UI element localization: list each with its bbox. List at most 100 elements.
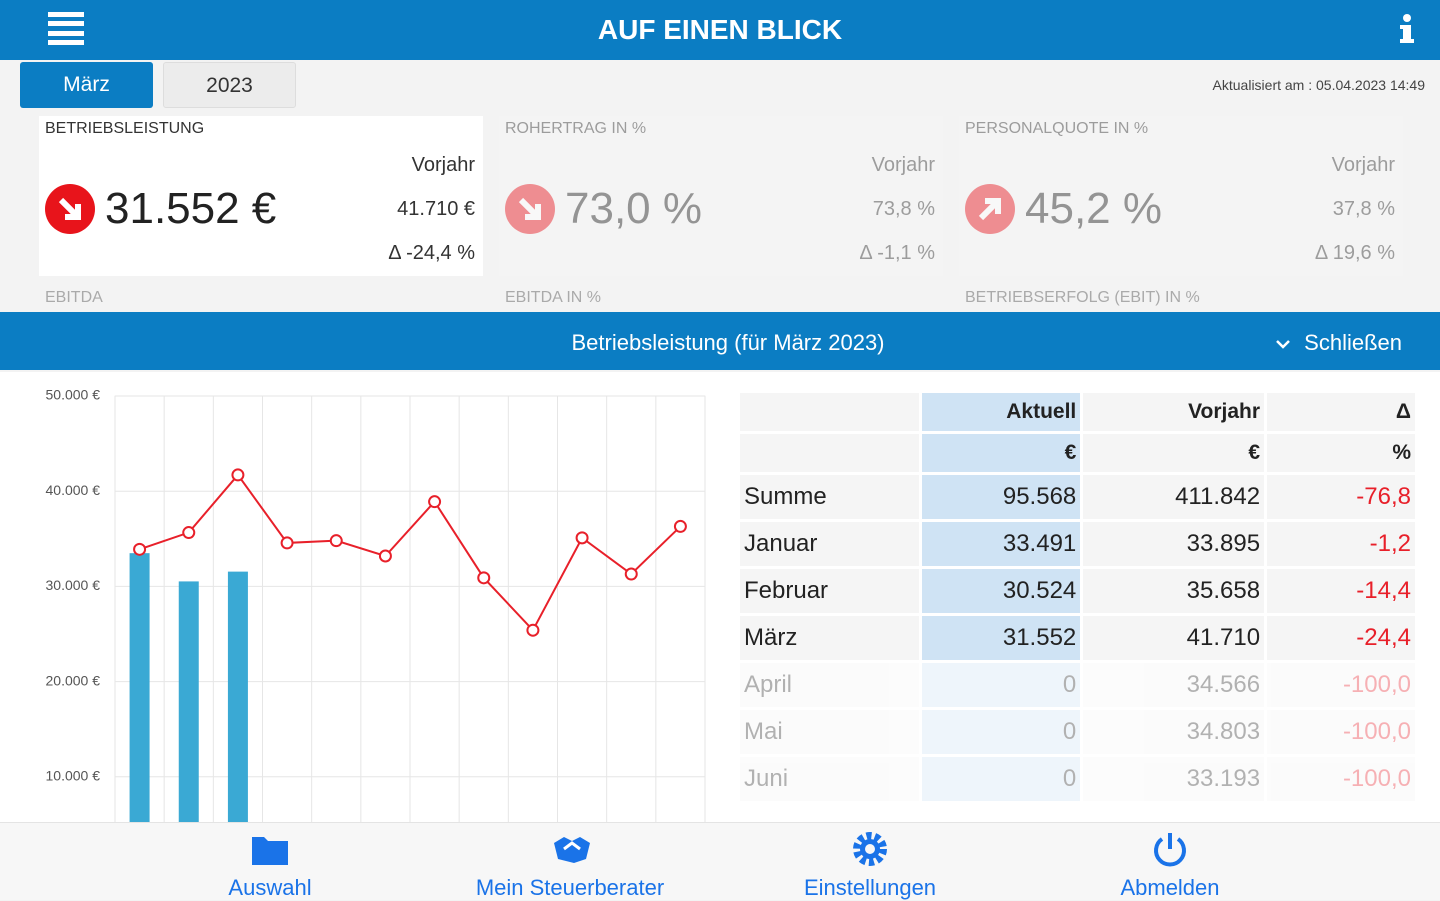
table-cell: 0 (921, 663, 1081, 707)
header-title: AUF EINEN BLICK (597, 14, 843, 45)
corner-cell (740, 434, 919, 472)
updated-text: Aktualisiert am : 05.04.2023 14:49 (1212, 77, 1425, 93)
table-row: Juni 0 33.193 -100,0 (740, 757, 1415, 801)
row-label: März (740, 616, 919, 660)
table-cell: -24,4 (1267, 616, 1415, 660)
detail-area: 10.000 € 20.000 € 30.000 € 40.000 € 50.000 €… (0, 372, 1440, 822)
kpi-value: 73,0 % (565, 184, 702, 233)
line-point (526, 623, 540, 637)
column-unit: % (1267, 434, 1415, 472)
nav-item[interactable]: Einstellungen (720, 823, 1020, 901)
table-cell: -76,8 (1267, 475, 1415, 519)
kpi-delta: Δ 19,6 % (1314, 242, 1395, 264)
column-header: Aktuell (921, 393, 1081, 431)
kpi-prev-value: 73,8 % (872, 198, 935, 220)
table-row: Summe 95.568 411.842 -76,8 (740, 475, 1415, 519)
table-header-row: Aktuell Vorjahr Δ (740, 393, 1415, 431)
menu-icon[interactable] (48, 12, 84, 46)
data-table: Aktuell Vorjahr Δ € €% Summe 95.568 411.842 -76,… (737, 390, 1418, 804)
corner-cell (740, 393, 919, 431)
table-cell: -100,0 (1267, 710, 1415, 754)
table-cell: 33.193 (1083, 757, 1265, 801)
y-tick-label: 30.000 € (46, 577, 101, 593)
next-kpi-title: EBITDA IN % (505, 289, 602, 306)
trend-icon (965, 184, 1015, 234)
row-label: Mai (740, 710, 919, 754)
nav-item[interactable]: Auswahl (120, 823, 420, 901)
table-row: Februar 30.524 35.658 -14,4 (740, 569, 1415, 613)
table-row: Mai 0 34.803 -100,0 (740, 710, 1415, 754)
column-unit: € (1083, 434, 1265, 472)
table-cell: 411.842 (1083, 475, 1265, 519)
line (139, 473, 682, 632)
tab-month[interactable]: März (20, 62, 153, 108)
row-label: Februar (740, 569, 919, 613)
trend-arrow (978, 198, 1001, 221)
info-icon[interactable] (1398, 14, 1416, 44)
trend-circle (965, 184, 1015, 234)
panel-header: Betriebsleistung (für März 2023) Schließ… (0, 312, 1440, 370)
nav-item[interactable]: Mein Steuerberater (420, 823, 720, 901)
row-label: Januar (740, 522, 919, 566)
column-header: Vorjahr (1083, 393, 1265, 431)
table-cell: 30.524 (921, 569, 1081, 613)
nav-label: Einstellungen (803, 875, 937, 900)
y-tick-label: 20.000 € (46, 672, 101, 688)
line-point (378, 549, 392, 563)
y-tick-label: 50.000 € (46, 387, 101, 403)
bar (178, 581, 199, 822)
nav-icon (252, 837, 288, 865)
kpi-prev-label: Vorjahr (871, 154, 935, 176)
nav-label: Mein Steuerberater (475, 875, 665, 900)
nav-label: Auswahl (228, 875, 312, 900)
chevron-icon (1276, 340, 1290, 349)
next-kpi-title: BETRIEBSERFOLG (EBIT) IN % (965, 289, 1200, 306)
table-cell: 0 (921, 757, 1081, 801)
trend-arrow (518, 197, 541, 220)
table-cell: -100,0 (1267, 757, 1415, 801)
nav-icon (853, 832, 887, 866)
nav-icon (554, 837, 590, 863)
chart: 10.000 € 20.000 € 30.000 € 40.000 € 50.000 € (46, 387, 706, 822)
nav-icon (1154, 833, 1186, 867)
row-label: April (740, 663, 919, 707)
column-unit: € (921, 434, 1081, 472)
y-tick-label: 40.000 € (46, 482, 101, 498)
kpi-delta: Δ -1,1 % (859, 242, 935, 264)
table-cell: -14,4 (1267, 569, 1415, 613)
line-point (477, 571, 491, 585)
line-point (428, 495, 442, 509)
table-unit-row: € €% (740, 434, 1415, 472)
line-point (182, 526, 196, 540)
table-cell: 33.491 (921, 522, 1081, 566)
close-button[interactable]: Schließen (1304, 330, 1402, 355)
kpi-card[interactable]: ROHERTRAG IN % Vorjahr 73,8 % Δ -1,1 % 73,0 … (499, 116, 943, 276)
line-point (133, 542, 147, 556)
table-cell: 95.568 (921, 475, 1081, 519)
header: AUF EINEN BLICK (0, 0, 1440, 60)
row-label: Juni (740, 757, 919, 801)
tab-year[interactable]: 2023 (163, 62, 296, 108)
kpi-title: ROHERTRAG IN % (505, 120, 647, 137)
table-cell: 35.658 (1083, 569, 1265, 613)
trend-icon (45, 184, 95, 234)
table-cell: 34.566 (1083, 663, 1265, 707)
table-cell: 0 (921, 710, 1081, 754)
row-label: Summe (740, 475, 919, 519)
trend-circle (505, 184, 555, 234)
table-row: März 31.552 41.710 -24,4 (740, 616, 1415, 660)
nav-label: Abmelden (1120, 875, 1220, 900)
line-point (575, 531, 589, 545)
table-cell: 41.710 (1083, 616, 1265, 660)
kpi-prev-label: Vorjahr (1331, 154, 1395, 176)
trend-icon (505, 184, 555, 234)
kpi-delta: Δ -24,4 % (388, 242, 475, 264)
kpi-card[interactable]: BETRIEBSLEISTUNG Vorjahr 41.710 € Δ -24,4 %… (39, 116, 483, 276)
kpi-value: 45,2 % (1025, 184, 1162, 233)
line-point (624, 567, 638, 581)
kpi-card[interactable]: PERSONALQUOTE IN % Vorjahr 37,8 % Δ 19,6 % 4… (959, 116, 1403, 276)
kpi-title: PERSONALQUOTE IN % (965, 120, 1149, 137)
nav-item[interactable]: Abmelden (1020, 823, 1320, 901)
